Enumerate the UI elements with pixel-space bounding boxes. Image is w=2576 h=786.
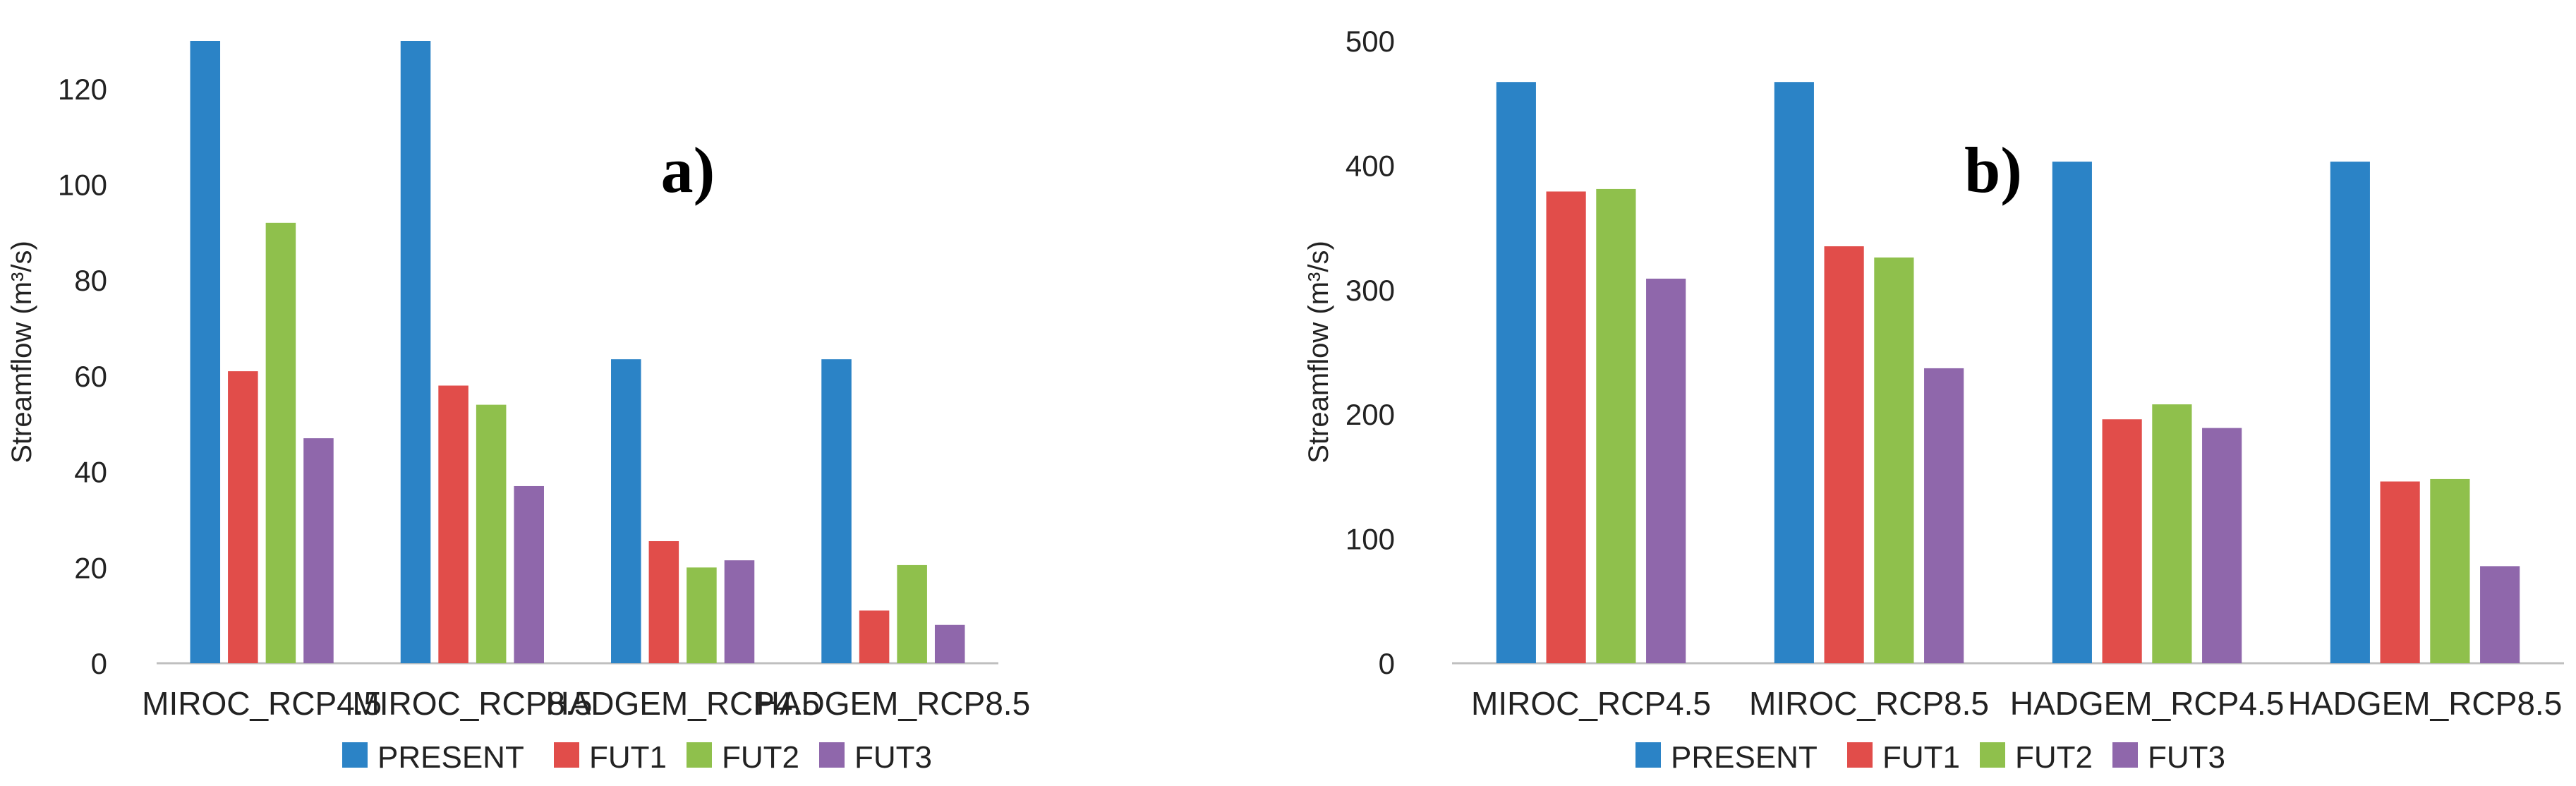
bar-present-2 <box>400 41 431 663</box>
bar-present-3 <box>611 359 641 663</box>
y-tick-label: 400 <box>1346 149 1395 182</box>
bar-fut3-4 <box>934 624 965 663</box>
bar-fut2-3 <box>2152 404 2192 663</box>
y-tick-label: 80 <box>74 264 107 297</box>
bar-fut1-1 <box>228 371 258 663</box>
y-tick-label: 0 <box>91 647 107 680</box>
bar-fut2-4 <box>897 564 927 663</box>
bar-fut1-4 <box>2380 481 2420 663</box>
y-tick-label: 500 <box>1346 25 1395 58</box>
bar-fut2-1 <box>1596 188 1636 663</box>
y-tick-label: 100 <box>58 169 107 202</box>
legend-swatch-fut1 <box>554 742 579 768</box>
x-category-label: HADGEM_RCP4.5 <box>2010 685 2285 722</box>
legend-swatch-present <box>1635 742 1661 768</box>
panel-label: a) <box>661 134 715 206</box>
legend-swatch-fut2 <box>1980 742 2005 768</box>
y-tick-label: 100 <box>1346 523 1395 556</box>
x-category-label: HADGEM_RCP8.5 <box>2288 685 2563 722</box>
x-category-label: HADGEM_RCP4.5 <box>545 685 820 722</box>
bar-fut1-2 <box>1824 246 1864 663</box>
y-tick-label: 40 <box>74 456 107 489</box>
bar-present-3 <box>2052 162 2092 663</box>
bar-fut3-2 <box>1924 368 1964 663</box>
legend-label-fut2: FUT2 <box>2015 740 2093 775</box>
y-tick-label: 20 <box>74 551 107 584</box>
legend-label-fut3: FUT3 <box>854 740 932 775</box>
bar-fut3-1 <box>1646 278 1686 663</box>
y-axis-title: Streamflow (m³/s) <box>1303 241 1334 464</box>
y-tick-label: 200 <box>1346 398 1395 431</box>
x-category-label: MIROC_RCP4.5 <box>142 685 382 722</box>
bar-present-1 <box>190 41 221 663</box>
legend-label-present: PRESENT <box>377 740 524 775</box>
bar-present-4 <box>2330 162 2370 663</box>
y-tick-label: 60 <box>74 360 107 393</box>
x-category-label: MIROC_RCP8.5 <box>1749 685 1989 722</box>
legend-swatch-fut3 <box>819 742 845 768</box>
x-category-label: HADGEM_RCP8.5 <box>756 685 1031 722</box>
bar-fut3-3 <box>2202 428 2242 663</box>
legend-label-fut2: FUT2 <box>722 740 799 775</box>
bar-present-4 <box>821 359 852 663</box>
legend-label-fut1: FUT1 <box>1882 740 1960 775</box>
bar-fut3-2 <box>514 485 544 663</box>
bar-fut1-2 <box>438 385 468 663</box>
chart-panel-b: 0 100 200 300 400 500 Streamflow (m³/s) MIROC_R… <box>1303 25 2564 775</box>
y-tick-label: 120 <box>58 73 107 106</box>
bar-fut2-2 <box>1874 257 1914 663</box>
y-axis-title: Streamflow (m³/s) <box>6 241 37 464</box>
bar-present-1 <box>1496 82 1536 664</box>
legend-swatch-fut1 <box>1847 742 1873 768</box>
bar-fut2-1 <box>265 222 296 663</box>
chart-panel-a: 0 20 40 60 80 100 120 Streamflow (m³/s) MIROC_RC… <box>6 41 1030 775</box>
bar-fut3-4 <box>2480 566 2520 663</box>
panel-label: b) <box>1964 134 2022 206</box>
bar-fut3-1 <box>303 438 334 663</box>
bar-fut1-3 <box>648 540 679 663</box>
x-category-label: MIROC_RCP8.5 <box>352 685 592 722</box>
legend-swatch-fut3 <box>2112 742 2138 768</box>
bar-fut1-3 <box>2102 419 2142 663</box>
bar-fut1-4 <box>859 610 890 663</box>
legend-swatch-present <box>342 742 368 768</box>
x-category-label: MIROC_RCP4.5 <box>1471 685 1711 722</box>
bar-fut1-1 <box>1546 191 1586 664</box>
bar-fut2-3 <box>687 567 717 663</box>
legend-label-fut1: FUT1 <box>589 740 667 775</box>
y-tick-label: 0 <box>1379 647 1395 680</box>
legend-swatch-fut2 <box>687 742 712 768</box>
bar-fut2-4 <box>2430 478 2470 663</box>
y-tick-label: 300 <box>1346 274 1395 307</box>
bar-fut2-2 <box>476 404 507 663</box>
bar-fut3-3 <box>724 560 755 663</box>
legend-label-fut3: FUT3 <box>2148 740 2225 775</box>
legend-label-present: PRESENT <box>1671 740 1818 775</box>
bar-present-2 <box>1774 82 1814 664</box>
